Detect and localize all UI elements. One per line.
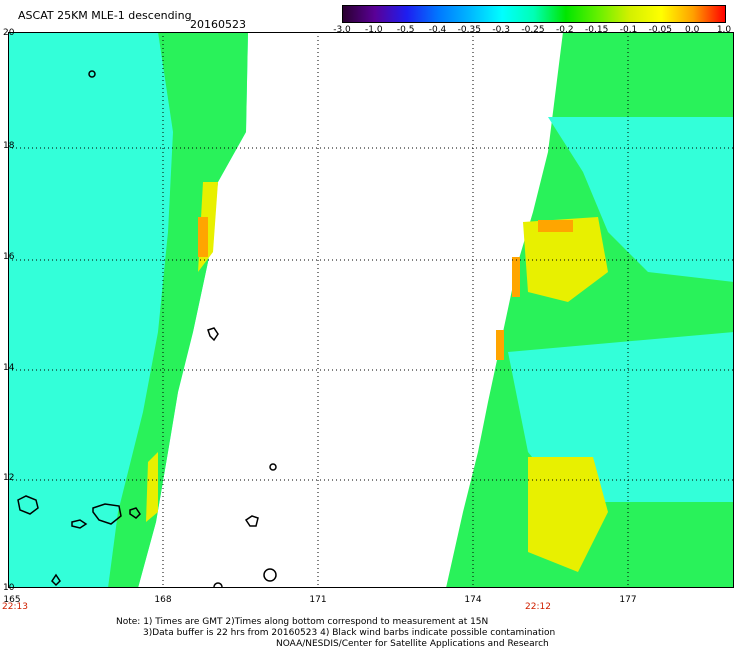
island-outline	[213, 582, 223, 588]
colorbar-tick-label: -3.0	[333, 25, 351, 35]
colorbar-tick-label: -0.1	[619, 25, 638, 35]
swath-left-orange	[198, 217, 208, 257]
colorbar-tick-label: -1.0	[365, 25, 383, 35]
colorbar-tick-label: -0.15	[585, 25, 609, 35]
swath-right-cyan	[548, 117, 734, 282]
map-svg	[8, 32, 734, 588]
swath-right-orange-3	[496, 330, 504, 360]
chart-title: ASCAT 25KM MLE-1 descending	[18, 9, 192, 22]
island-outline	[92, 503, 122, 525]
island-outline	[269, 463, 277, 471]
longitude-label: 165	[3, 595, 21, 605]
time-left: 22:13	[2, 602, 28, 612]
colorbar-tick-label: -0.35	[457, 25, 481, 35]
island-outline	[244, 515, 259, 527]
island-outline	[129, 507, 141, 519]
longitude-label: 177	[619, 595, 637, 605]
swath-left-yellow-2	[146, 452, 158, 522]
longitude-label: 174	[464, 595, 482, 605]
chart-date: 20160523	[190, 18, 246, 31]
latitude-label: 16	[3, 252, 15, 262]
island-outline	[207, 327, 219, 342]
colorbar-tick-label: 0.0	[684, 25, 700, 35]
swath-right-orange-2	[512, 257, 520, 297]
longitude-label: 168	[154, 595, 172, 605]
colorbar-tick-label: -0.4	[428, 25, 447, 35]
swath-right-yellow	[523, 217, 608, 302]
island-outline	[51, 573, 61, 587]
swath-left-green	[108, 32, 248, 588]
colorbar-tick-label: -0.05	[648, 25, 672, 35]
colorbar-tick-label: -0.3	[492, 25, 510, 35]
note-line-1: Note: 1) Times are GMT 2)Times along bot…	[116, 617, 489, 627]
island-outline	[88, 70, 96, 78]
latitude-label: 10	[3, 583, 15, 593]
colorbar-tick-label: -0.25	[521, 25, 545, 35]
colorbar	[342, 5, 726, 23]
island-outline	[263, 568, 277, 582]
colorbar-tick-label: -0.2	[556, 25, 574, 35]
map-area	[8, 32, 734, 588]
swath-right-yellow-2	[528, 457, 608, 572]
latitude-label: 18	[3, 141, 15, 151]
longitude-label: 171	[309, 595, 327, 605]
time-right: 22:12	[525, 602, 551, 612]
latitude-label: 12	[3, 473, 15, 483]
latitude-label: 20	[3, 28, 15, 38]
island-outline	[71, 519, 88, 529]
note-line-3: NOAA/NESDIS/Center for Satellite Applica…	[276, 639, 549, 649]
note-line-2: 3)Data buffer is 22 hrs from 20160523 4)…	[143, 628, 556, 638]
map-frame	[8, 32, 734, 588]
swath-right-orange	[538, 220, 573, 232]
colorbar-tick-label: 1.0	[716, 25, 732, 35]
latitude-label: 14	[3, 363, 15, 373]
colorbar-labels: -3.0 -1.0 -0.5 -0.4 -0.35 -0.3 -0.25 -0.2 -0.15-…	[328, 25, 738, 39]
island-outline	[17, 495, 39, 515]
colorbar-tick-label: -0.5	[396, 25, 415, 35]
